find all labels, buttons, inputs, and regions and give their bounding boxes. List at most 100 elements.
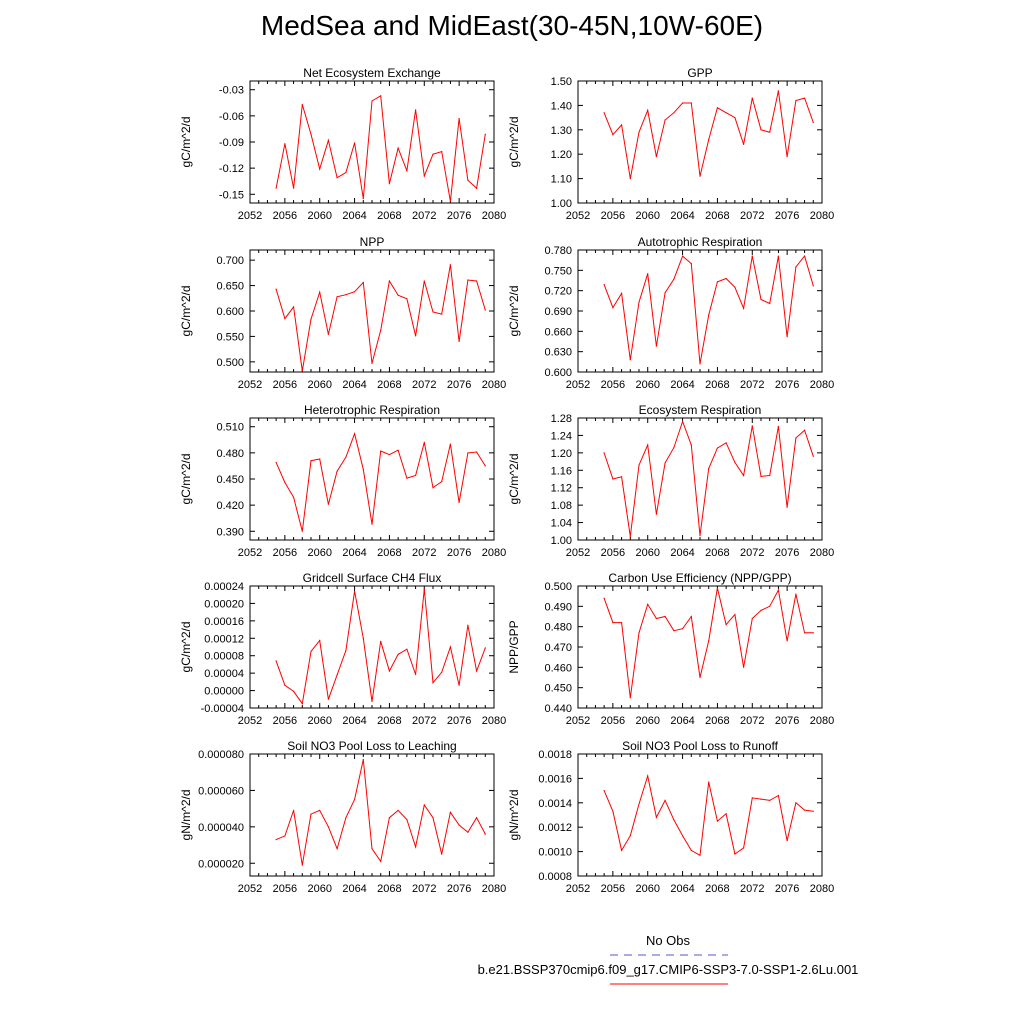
data-point <box>371 848 373 850</box>
data-point <box>301 103 303 106</box>
x-tick-label: 2056 <box>273 210 297 222</box>
data-point <box>751 255 753 257</box>
data-point <box>310 133 312 135</box>
y-tick-label: 0.630 <box>544 347 572 359</box>
panel-title: Autotrophic Respiration <box>638 235 763 249</box>
x-tick-label: 2072 <box>740 210 764 222</box>
x-tick-label: 2068 <box>377 379 401 391</box>
data-point <box>673 112 675 114</box>
data-point <box>484 833 486 835</box>
plot-frame <box>577 249 823 373</box>
data-point <box>284 835 286 837</box>
data-point <box>406 819 408 821</box>
plot-frame <box>577 753 823 877</box>
series-line <box>275 94 486 202</box>
data-point <box>743 666 745 668</box>
y-tick-label: 0.750 <box>544 265 572 277</box>
x-tick-label: 2064 <box>670 547 694 559</box>
data-point <box>751 97 753 99</box>
data-point <box>699 854 701 856</box>
data-point <box>647 273 649 275</box>
data-point <box>388 817 390 819</box>
data-point <box>449 200 451 202</box>
data-point <box>751 425 753 427</box>
y-tick-label: 1.30 <box>551 125 572 137</box>
x-tick-label: 2076 <box>447 210 471 222</box>
x-tick-label: 2060 <box>635 379 659 391</box>
data-point <box>301 530 303 532</box>
data-point <box>682 255 684 257</box>
data-point <box>327 698 329 700</box>
y-tick-label: 0.650 <box>216 281 244 293</box>
data-point <box>786 640 788 642</box>
data-point <box>664 292 666 294</box>
x-tick-label: 2056 <box>601 547 625 559</box>
data-point <box>415 474 417 477</box>
data-point <box>293 187 295 189</box>
series-line <box>275 431 486 532</box>
data-point <box>310 650 312 653</box>
x-tick-label: 2076 <box>775 547 799 559</box>
data-point <box>725 112 727 114</box>
chart-panel-9: Soil NO3 Pool Loss to Leaching 2052 2056 20… <box>179 739 506 895</box>
y-tick-label: 0.480 <box>216 448 244 460</box>
data-point <box>397 294 399 296</box>
data-point <box>275 660 277 662</box>
x-tick-label: 2080 <box>482 883 506 895</box>
data-point <box>441 313 443 315</box>
data-point <box>301 864 303 866</box>
data-point <box>786 840 788 842</box>
data-point <box>751 617 753 620</box>
data-point <box>484 647 486 649</box>
data-point <box>760 609 762 612</box>
data-point <box>638 301 640 303</box>
x-tick-label: 2056 <box>273 715 297 727</box>
chart-panel-6: Ecosystem Respiration 2052 2056 2060 2064 206… <box>507 403 834 559</box>
data-point <box>655 156 658 158</box>
data-point <box>458 684 460 686</box>
data-point <box>345 649 347 652</box>
x-tick-label: 2056 <box>273 883 297 895</box>
x-tick-label: 2064 <box>670 379 694 391</box>
x-tick-label: 2056 <box>273 547 297 559</box>
series-line <box>275 264 486 372</box>
x-tick-label: 2052 <box>566 715 590 727</box>
data-point <box>804 255 806 257</box>
data-point <box>484 133 486 135</box>
y-tick-label: 0.500 <box>544 581 572 593</box>
x-tick-label: 2068 <box>377 547 401 559</box>
data-point <box>345 456 347 458</box>
data-point <box>354 433 356 435</box>
y-tick-label: 0.450 <box>216 474 244 486</box>
data-point <box>638 131 640 133</box>
data-point <box>467 452 469 454</box>
data-point <box>603 790 605 792</box>
data-point <box>449 443 451 445</box>
data-point <box>716 820 719 822</box>
data-point <box>432 682 434 684</box>
data-point <box>432 311 434 313</box>
y-tick-label: 0.00004 <box>204 668 244 680</box>
y-tick-label: 0.390 <box>216 526 244 538</box>
data-point <box>336 674 338 676</box>
data-point <box>423 588 425 590</box>
data-point <box>301 703 303 705</box>
data-point <box>336 177 338 179</box>
data-point <box>743 307 745 309</box>
data-point <box>406 648 408 650</box>
data-point <box>362 758 364 761</box>
series-line <box>603 90 814 179</box>
data-point <box>406 477 408 479</box>
data-point <box>415 335 417 337</box>
y-tick-label: 1.40 <box>551 100 572 112</box>
x-tick-label: 2056 <box>601 883 625 895</box>
data-point <box>484 309 486 311</box>
y-tick-label: 0.510 <box>216 422 244 434</box>
data-point <box>725 277 727 280</box>
data-point <box>354 590 356 592</box>
y-tick-label: 0.660 <box>544 326 572 338</box>
plot-frame <box>249 249 495 373</box>
data-point <box>804 429 806 431</box>
data-point <box>699 363 701 365</box>
data-point <box>467 624 469 626</box>
